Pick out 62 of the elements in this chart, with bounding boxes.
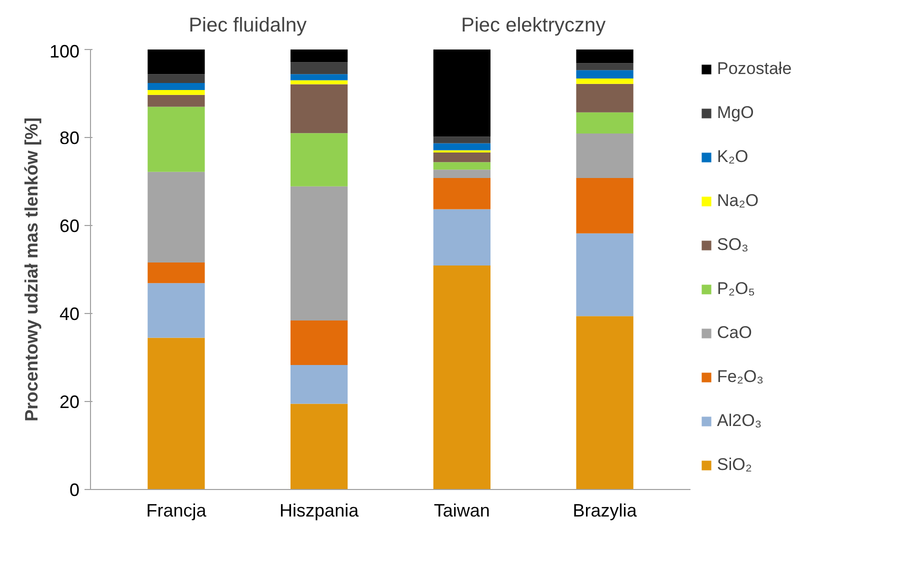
y-tick-label: 0 — [69, 480, 80, 500]
x-tick-label: Taiwan — [434, 500, 490, 520]
legend-label: CaO — [717, 323, 752, 343]
bar — [576, 63, 634, 70]
bar — [290, 74, 348, 80]
bar — [290, 84, 348, 134]
legend-label: P₂O₅ — [717, 279, 756, 299]
bar — [148, 94, 205, 107]
bar — [148, 172, 205, 262]
bar — [290, 133, 348, 186]
bar — [433, 178, 490, 210]
bar — [433, 136, 490, 144]
bar — [290, 404, 348, 490]
x-tick-label: Francja — [146, 500, 208, 520]
bar — [148, 283, 205, 338]
bar — [433, 152, 490, 162]
bar — [576, 134, 634, 178]
legend-label: SO₃ — [717, 235, 748, 255]
bar — [576, 112, 634, 134]
y-tick-label: 100 — [49, 42, 80, 62]
text: Piec elektryczny — [461, 14, 606, 36]
bar — [148, 50, 205, 74]
legend-label: K₂O — [717, 147, 748, 167]
bar — [290, 62, 348, 74]
bar — [148, 82, 205, 90]
bar — [290, 364, 348, 404]
bar — [576, 70, 634, 79]
y-tick-label: 40 — [59, 304, 80, 324]
legend-label: Al2O₃ — [717, 411, 762, 431]
legend-label: MgO — [717, 103, 754, 123]
bar — [433, 143, 490, 150]
bar — [148, 262, 205, 284]
legend-label: SiO₂ — [717, 455, 752, 475]
x-tick-label: Brazylia — [572, 500, 638, 520]
y-tick-label: 20 — [59, 392, 80, 412]
legend-label: Pozostałe — [717, 59, 792, 79]
bar — [290, 186, 348, 321]
bar — [148, 106, 205, 172]
bar — [290, 320, 348, 365]
bar — [576, 178, 634, 234]
bar — [576, 233, 634, 316]
bar — [433, 170, 490, 178]
bar — [576, 84, 634, 112]
legend-label: Na₂O — [717, 191, 759, 211]
legend-label: Fe₂O₃ — [717, 367, 764, 387]
bar — [576, 78, 634, 84]
bar — [148, 90, 205, 95]
bar — [290, 80, 348, 84]
bar — [148, 338, 205, 490]
bar — [148, 74, 205, 83]
y-axis-title: Procentowy udział mas tlenków [%] — [21, 117, 42, 422]
x-tick-label: Hiszpania — [280, 500, 360, 520]
bar — [290, 50, 348, 62]
bar — [433, 162, 490, 170]
bar — [576, 50, 634, 64]
bar — [576, 316, 634, 490]
bar — [433, 50, 490, 137]
text: Piec fluidalny — [188, 14, 307, 36]
bar — [433, 209, 490, 266]
y-tick-label: 60 — [59, 216, 80, 236]
y-tick-label: 80 — [59, 128, 80, 148]
bar — [433, 266, 490, 490]
